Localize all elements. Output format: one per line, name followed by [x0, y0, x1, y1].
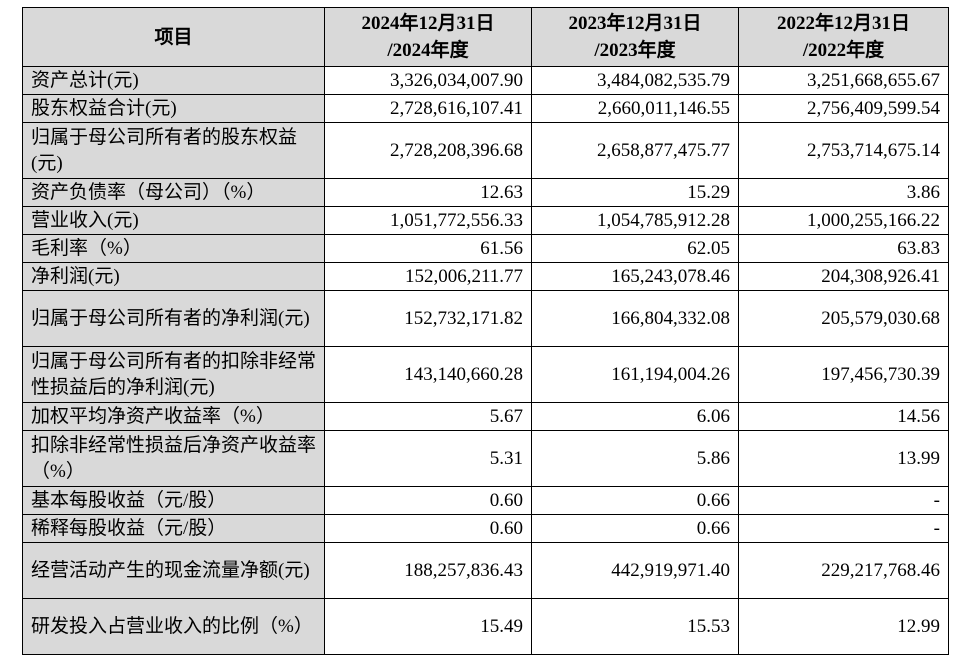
- cell-2023: 15.29: [531, 178, 739, 207]
- header-col-2023-period: /2023年度: [594, 40, 676, 61]
- cell-2022: 1,000,255,166.22: [738, 206, 949, 235]
- table-row: 营业收入(元) 1,051,772,556.33 1,054,785,912.2…: [22, 206, 949, 235]
- table-row: 经营活动产生的现金流量净额(元) 188,257,836.43 442,919,…: [22, 542, 949, 599]
- cell-2022: -: [738, 486, 949, 515]
- row-label: 归属于母公司所有者的扣除非经常性损益后的净利润(元): [22, 346, 325, 403]
- cell-2023: 3,484,082,535.79: [531, 66, 739, 95]
- cell-2024: 61.56: [324, 234, 532, 263]
- row-label: 资产总计(元): [22, 66, 325, 95]
- cell-2024: 143,140,660.28: [324, 346, 532, 403]
- cell-2022: 13.99: [738, 430, 949, 487]
- table-row: 股东权益合计(元) 2,728,616,107.41 2,660,011,146…: [22, 94, 949, 123]
- cell-2024: 152,732,171.82: [324, 290, 532, 347]
- row-label: 归属于母公司所有者的净利润(元): [22, 290, 325, 347]
- cell-2024: 3,326,034,007.90: [324, 66, 532, 95]
- cell-2023: 0.66: [531, 486, 739, 515]
- header-col-2024-date: 2024年12月31日: [361, 13, 495, 34]
- cell-2024: 152,006,211.77: [324, 262, 532, 291]
- cell-2022: 2,756,409,599.54: [738, 94, 949, 123]
- table-row: 资产负债率（母公司）（%） 12.63 15.29 3.86: [22, 178, 949, 207]
- cell-2022: 197,456,730.39: [738, 346, 949, 403]
- cell-2024: 0.60: [324, 514, 532, 543]
- row-label: 稀释每股收益（元/股）: [22, 514, 325, 543]
- cell-2023: 161,194,004.26: [531, 346, 739, 403]
- row-label: 加权平均净资产收益率（%）: [22, 402, 325, 431]
- cell-2023: 2,658,877,475.77: [531, 122, 739, 179]
- cell-2023: 2,660,011,146.55: [531, 94, 739, 123]
- header-col-2022: 2022年12月31日 /2022年度: [738, 7, 949, 67]
- cell-2022: 229,217,768.46: [738, 542, 949, 599]
- row-label: 归属于母公司所有者的股东权益(元): [22, 122, 325, 179]
- table-row: 基本每股收益（元/股） 0.60 0.66 -: [22, 486, 949, 515]
- cell-2022: 3.86: [738, 178, 949, 207]
- table-row: 稀释每股收益（元/股） 0.60 0.66 -: [22, 514, 949, 543]
- cell-2024: 5.31: [324, 430, 532, 487]
- cell-2022: 2,753,714,675.14: [738, 122, 949, 179]
- row-label: 基本每股收益（元/股）: [22, 486, 325, 515]
- cell-2024: 2,728,616,107.41: [324, 94, 532, 123]
- table-row: 毛利率（%） 61.56 62.05 63.83: [22, 234, 949, 263]
- header-item: 项目: [22, 7, 325, 67]
- header-col-2022-period: /2022年度: [802, 40, 885, 61]
- header-col-2023: 2023年12月31日 /2023年度: [531, 7, 739, 67]
- table-row: 归属于母公司所有者的股东权益(元) 2,728,208,396.68 2,658…: [22, 122, 949, 179]
- header-col-2024: 2024年12月31日 /2024年度: [324, 7, 532, 67]
- cell-2022: -: [738, 514, 949, 543]
- table-row: 资产总计(元) 3,326,034,007.90 3,484,082,535.7…: [22, 66, 949, 95]
- table-row: 研发投入占营业收入的比例（%） 15.49 15.53 12.99: [22, 598, 949, 655]
- header-col-2022-date: 2022年12月31日: [776, 13, 910, 34]
- cell-2023: 165,243,078.46: [531, 262, 739, 291]
- header-col-2024-period: /2024年度: [387, 40, 469, 61]
- table-row: 归属于母公司所有者的净利润(元) 152,732,171.82 166,804,…: [22, 290, 949, 347]
- cell-2024: 15.49: [324, 598, 532, 655]
- table-header-row: 项目 2024年12月31日 /2024年度 2023年12月31日 /2023…: [22, 7, 949, 67]
- row-label: 净利润(元): [22, 262, 325, 291]
- table-row: 净利润(元) 152,006,211.77 165,243,078.46 204…: [22, 262, 949, 291]
- cell-2023: 6.06: [531, 402, 739, 431]
- cell-2023: 166,804,332.08: [531, 290, 739, 347]
- cell-2024: 5.67: [324, 402, 532, 431]
- cell-2022: 204,308,926.41: [738, 262, 949, 291]
- cell-2022: 63.83: [738, 234, 949, 263]
- table-row: 归属于母公司所有者的扣除非经常性损益后的净利润(元) 143,140,660.2…: [22, 346, 949, 403]
- financial-data-table: 项目 2024年12月31日 /2024年度 2023年12月31日 /2023…: [22, 7, 949, 655]
- cell-2022: 14.56: [738, 402, 949, 431]
- cell-2022: 205,579,030.68: [738, 290, 949, 347]
- cell-2023: 1,054,785,912.28: [531, 206, 739, 235]
- row-label: 扣除非经常性损益后净资产收益率（%）: [22, 430, 325, 487]
- cell-2023: 5.86: [531, 430, 739, 487]
- row-label: 营业收入(元): [22, 206, 325, 235]
- row-label: 研发投入占营业收入的比例（%）: [22, 598, 325, 655]
- table-row: 扣除非经常性损益后净资产收益率（%） 5.31 5.86 13.99: [22, 430, 949, 487]
- cell-2024: 1,051,772,556.33: [324, 206, 532, 235]
- row-label: 资产负债率（母公司）（%）: [22, 178, 325, 207]
- row-label: 毛利率（%）: [22, 234, 325, 263]
- cell-2023: 0.66: [531, 514, 739, 543]
- cell-2024: 0.60: [324, 486, 532, 515]
- table-row: 加权平均净资产收益率（%） 5.67 6.06 14.56: [22, 402, 949, 431]
- row-label: 股东权益合计(元): [22, 94, 325, 123]
- cell-2022: 12.99: [738, 598, 949, 655]
- cell-2024: 12.63: [324, 178, 532, 207]
- cell-2022: 3,251,668,655.67: [738, 66, 949, 95]
- cell-2024: 188,257,836.43: [324, 542, 532, 599]
- header-col-2023-date: 2023年12月31日: [568, 13, 702, 34]
- cell-2024: 2,728,208,396.68: [324, 122, 532, 179]
- cell-2023: 62.05: [531, 234, 739, 263]
- row-label: 经营活动产生的现金流量净额(元): [22, 542, 325, 599]
- cell-2023: 442,919,971.40: [531, 542, 739, 599]
- cell-2023: 15.53: [531, 598, 739, 655]
